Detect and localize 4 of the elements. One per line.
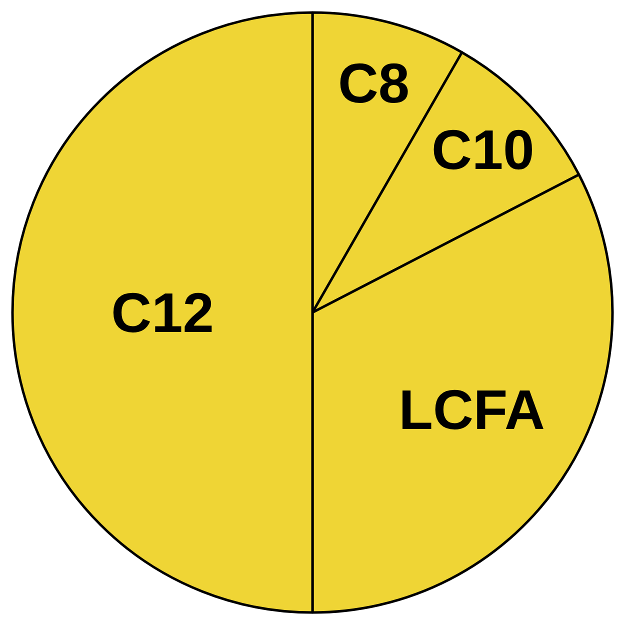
slice-label: LCFA [398, 378, 545, 441]
slice-label: C12 [111, 281, 214, 344]
slice-label: C10 [432, 118, 534, 181]
slice-label: C8 [338, 51, 410, 114]
